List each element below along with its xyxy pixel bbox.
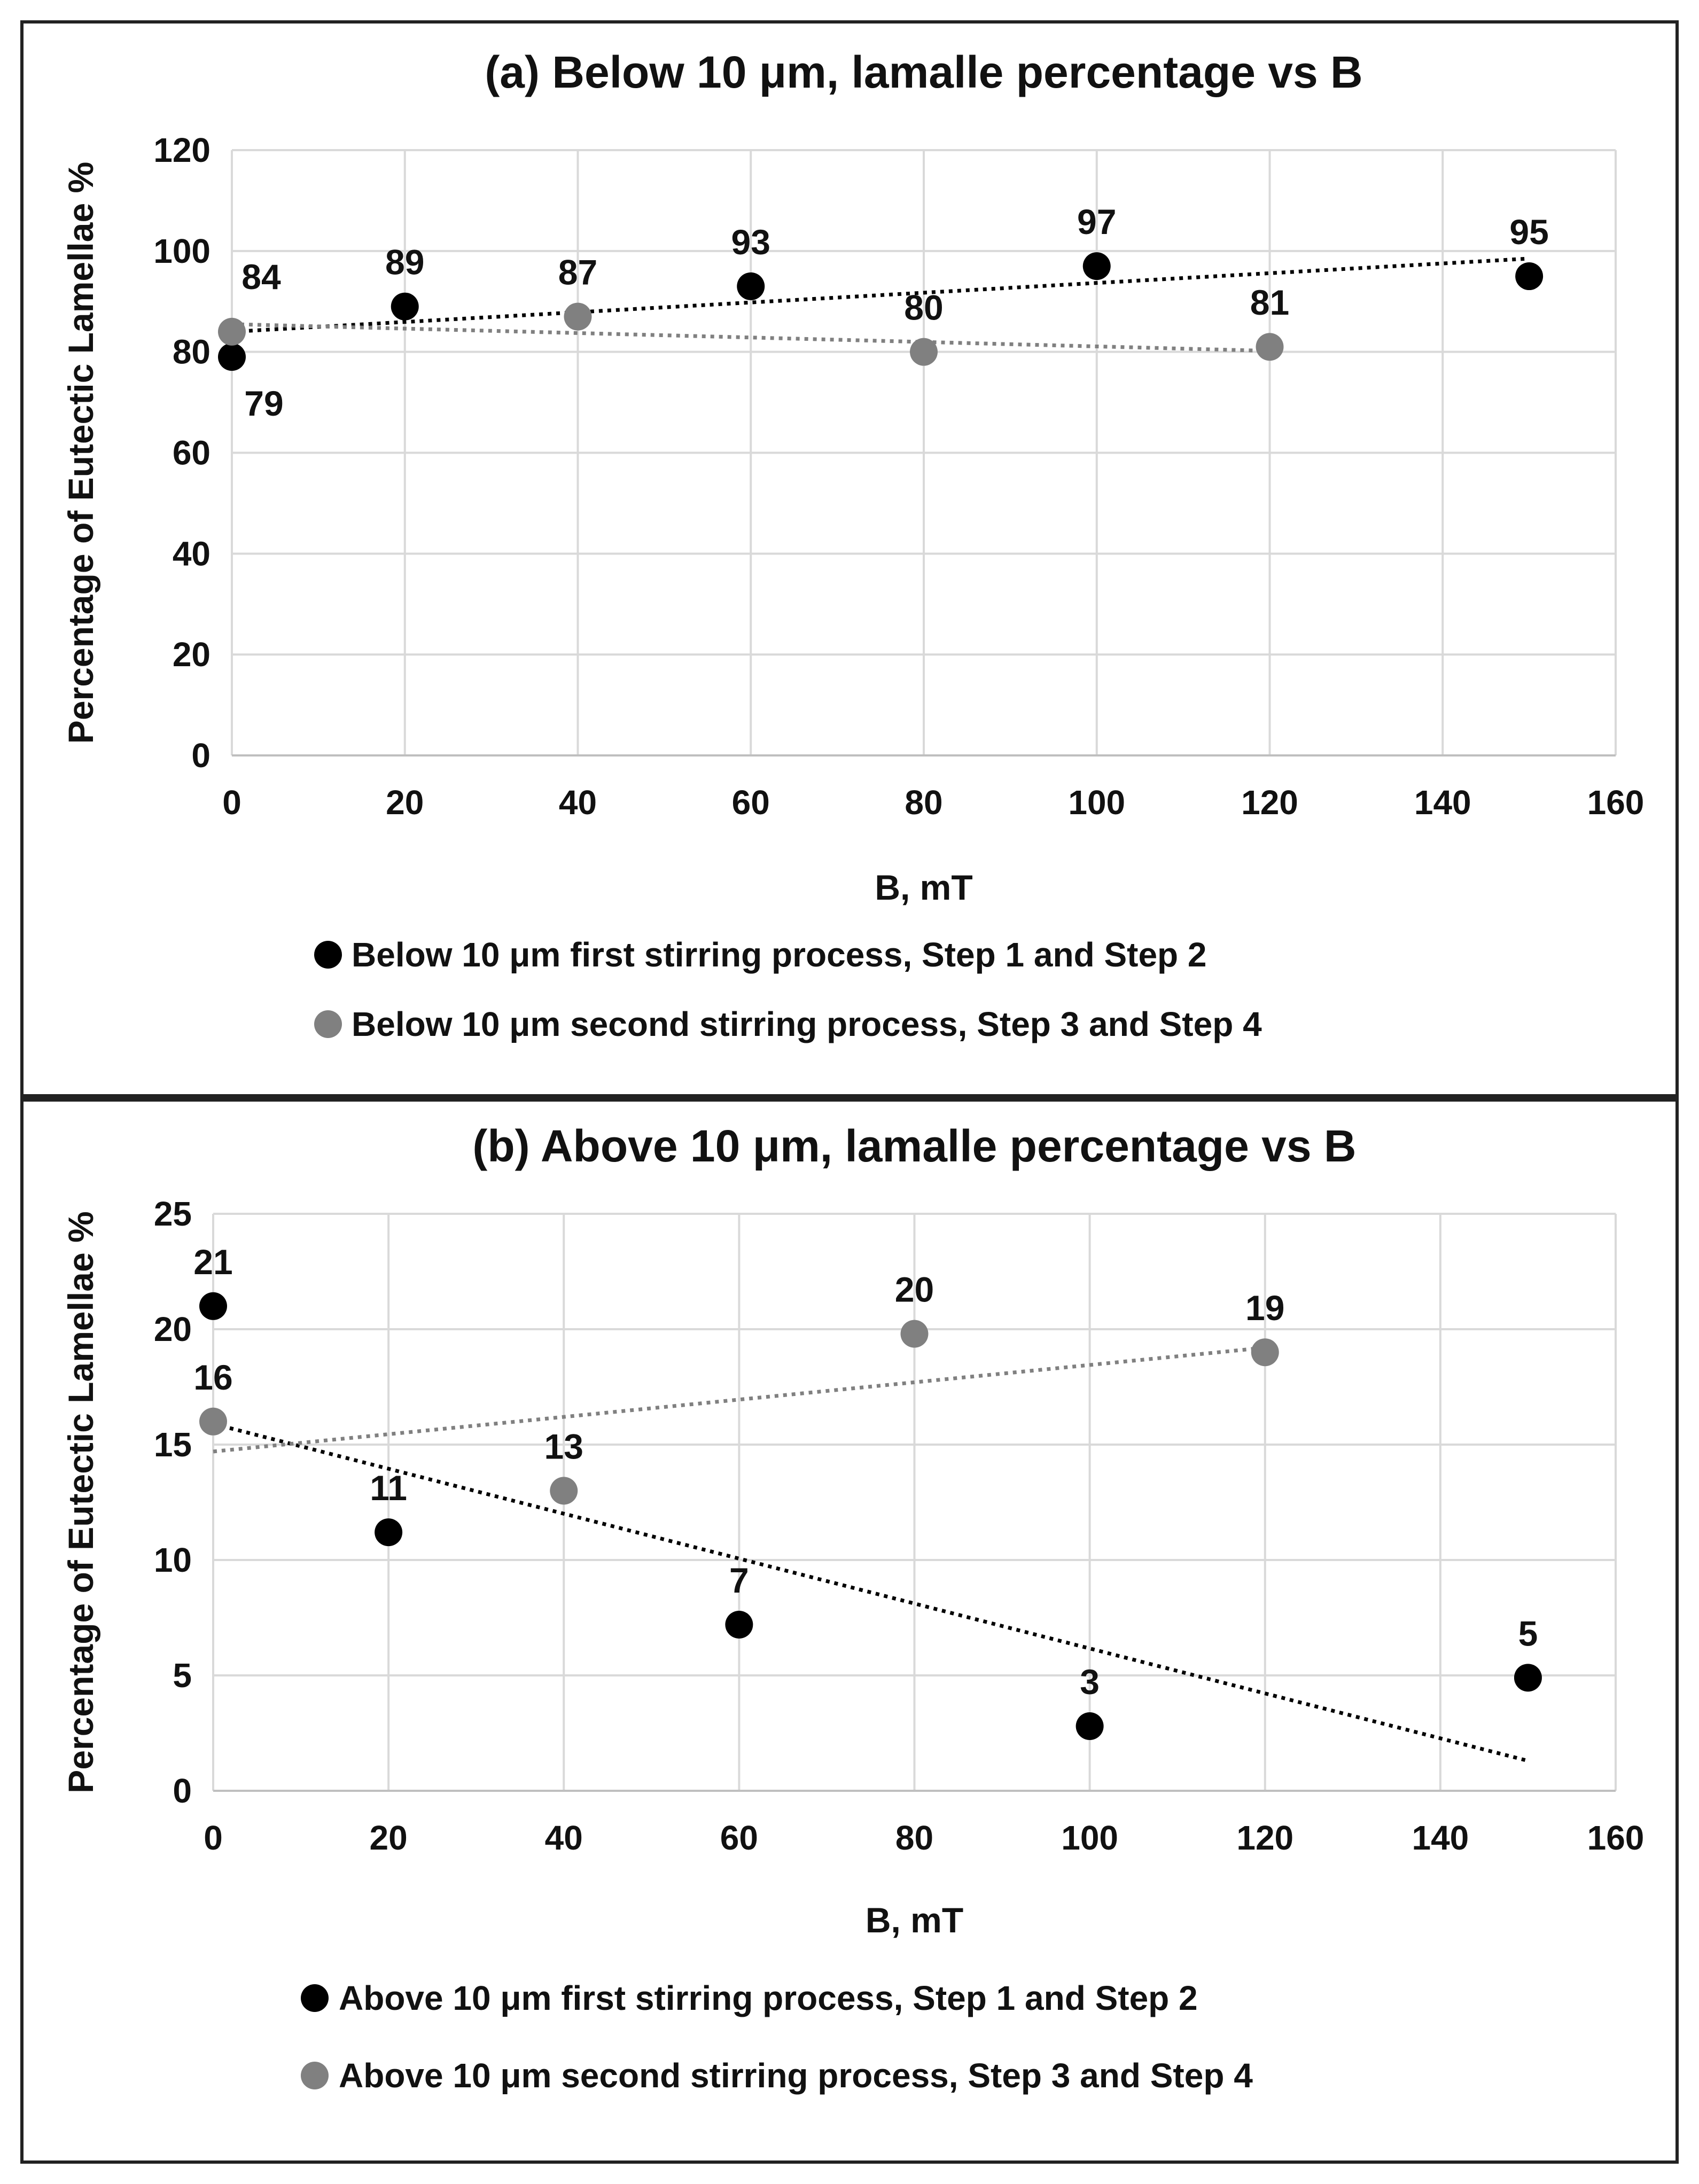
data-label: 95 [1509,212,1548,252]
data-point-series-1 [375,1518,403,1547]
legend-marker-series-2 [314,1010,342,1038]
x-tick-label: 40 [559,783,597,822]
x-tick-label: 60 [720,1819,758,1857]
x-tick-label: 160 [1587,1819,1645,1857]
data-label: 19 [1245,1288,1284,1328]
legend-marker-series-1 [301,1984,329,2012]
data-label: 81 [1250,283,1289,322]
x-tick-label: 140 [1412,1819,1469,1857]
chart-panel-a: (a) Below 10 μm, lamalle percentage vs B… [20,20,1679,1097]
y-tick-label: 0 [191,736,211,775]
y-tick-label: 20 [173,635,211,674]
data-label: 87 [558,253,597,292]
data-label: 97 [1077,202,1116,241]
data-label: 5 [1518,1613,1538,1653]
x-axis-label: B, mT [875,868,972,907]
chart-a-svg: (a) Below 10 μm, lamalle percentage vs B… [61,47,1645,1043]
x-tick-label: 120 [1241,783,1298,822]
y-tick-label: 15 [154,1425,192,1464]
y-tick-label: 0 [173,1772,192,1810]
x-tick-label: 120 [1236,1819,1293,1857]
legend-label: Above 10 μm second stirring process, Ste… [339,2056,1253,2095]
x-tick-label: 80 [895,1819,933,1857]
data-label: 80 [904,288,943,327]
y-tick-label: 120 [153,131,211,169]
y-axis-label: Percentage of Eutectic Lamellae % [61,1211,100,1793]
x-tick-label: 20 [386,783,424,822]
x-tick-label: 0 [204,1819,223,1857]
x-tick-label: 0 [222,783,241,822]
data-label: 93 [731,222,770,262]
data-point-series-1 [199,1292,227,1320]
trendline-series-1 [213,1422,1529,1763]
data-point-series-1 [1515,262,1544,291]
trendline-series-2 [231,322,1270,353]
data-point-series-2 [199,1407,227,1436]
legend-label: Below 10 μm second stirring process, Ste… [352,1005,1262,1043]
chart-panel-b: (b) Above 10 μm, lamalle percentage vs B… [20,1097,1679,2164]
y-tick-label: 100 [153,232,211,270]
legend-marker-series-1 [314,941,342,969]
data-label: 13 [544,1426,583,1466]
x-tick-label: 100 [1061,1819,1118,1857]
chart-title: (b) Above 10 μm, lamalle percentage vs B [472,1121,1356,1171]
x-axis-label: B, mT [866,1900,963,1940]
chart-title: (a) Below 10 μm, lamalle percentage vs B [485,47,1362,97]
data-point-series-2 [218,317,246,346]
x-tick-label: 60 [732,783,770,822]
chart-b-svg: (b) Above 10 μm, lamalle percentage vs B… [61,1121,1645,2095]
data-point-series-1 [1075,1712,1104,1741]
x-tick-label: 40 [545,1819,583,1857]
data-label: 89 [385,243,424,282]
y-tick-label: 10 [154,1541,192,1579]
data-point-series-1 [725,1610,753,1639]
data-label: 3 [1080,1662,1100,1702]
trendline-series-1 [231,256,1530,334]
data-point-series-2 [1256,333,1284,361]
data-label: 11 [370,1468,407,1508]
x-tick-label: 100 [1068,783,1125,822]
data-label: 7 [729,1561,749,1600]
legend-label: Below 10 μm first stirring process, Step… [352,935,1207,974]
data-label: 20 [895,1270,934,1309]
y-tick-label: 5 [173,1656,192,1695]
trendline-series-2 [213,1346,1266,1454]
data-label: 84 [241,257,281,297]
x-tick-label: 140 [1414,783,1471,822]
legend-marker-series-2 [301,2062,329,2089]
y-tick-label: 80 [173,333,211,371]
data-point-series-2 [910,338,938,366]
data-point-series-1 [1082,252,1111,280]
data-label: 79 [244,384,283,423]
data-label: 16 [193,1358,232,1397]
x-tick-label: 20 [370,1819,408,1857]
y-tick-label: 25 [154,1195,192,1233]
data-label: 21 [193,1242,232,1282]
y-tick-label: 20 [154,1310,192,1348]
data-point-series-2 [900,1320,929,1348]
data-point-series-1 [218,343,246,371]
data-point-series-2 [564,302,592,331]
x-tick-label: 160 [1587,783,1645,822]
data-point-series-2 [550,1477,578,1505]
data-point-series-1 [1514,1664,1542,1692]
data-point-series-2 [1251,1338,1279,1367]
y-tick-label: 60 [173,434,211,472]
x-tick-label: 80 [905,783,942,822]
y-tick-label: 40 [173,534,211,573]
data-point-series-1 [737,272,765,300]
y-axis-label: Percentage of Eutectic Lamellae % [61,162,100,744]
legend-label: Above 10 μm first stirring process, Step… [339,1979,1198,2017]
data-point-series-1 [391,292,419,321]
